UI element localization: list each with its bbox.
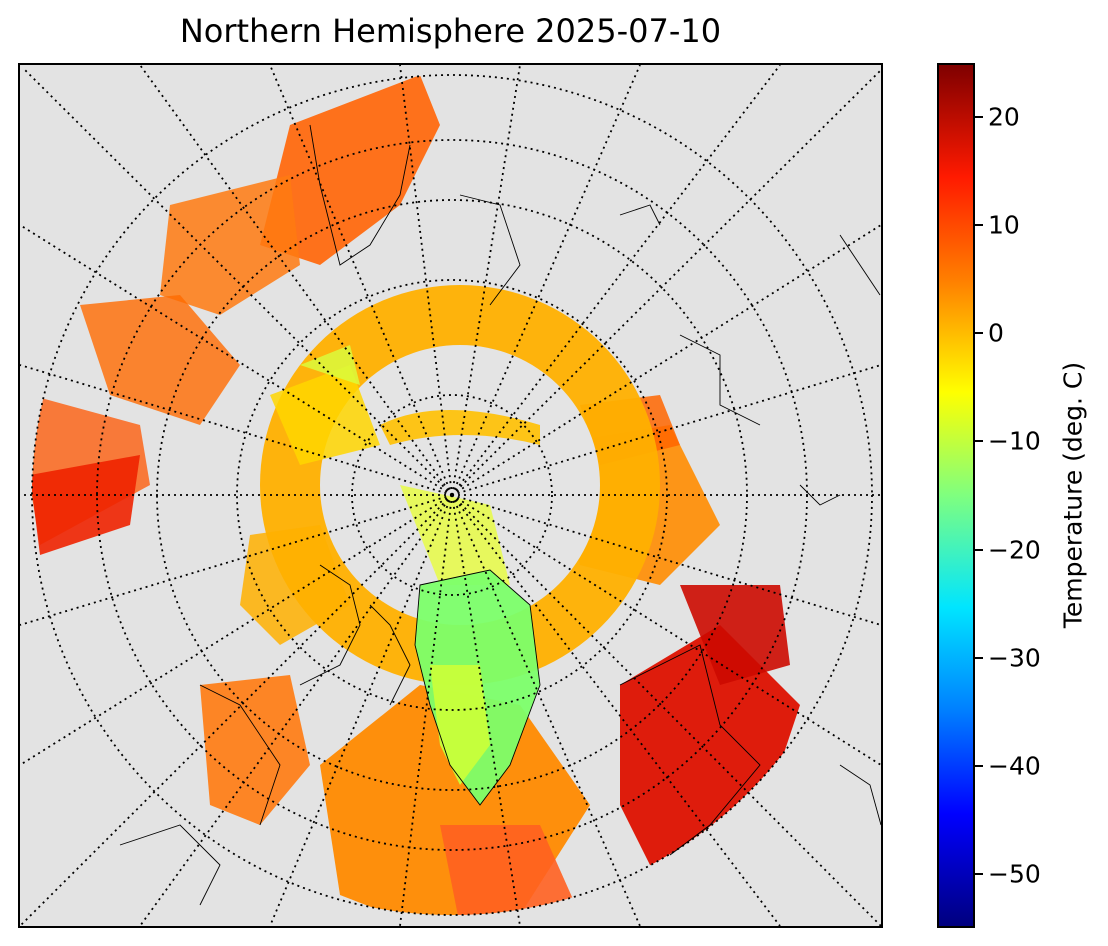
colorbar-tick-label: 20: [988, 102, 1020, 132]
polar-map: [18, 63, 883, 928]
graticule: [20, 65, 881, 926]
colorbar-tick-label: −50: [988, 859, 1041, 889]
colorbar-tick: [975, 332, 983, 335]
colorbar-tick: [975, 872, 983, 875]
colorbar-tick: [975, 440, 983, 443]
temperature-colorbar: [937, 63, 975, 928]
colorbar-tick: [975, 224, 983, 227]
coastlines: [119, 124, 881, 906]
map-canvas: [20, 65, 881, 926]
colorbar-tick: [975, 656, 983, 659]
colorbar-tick-label: 10: [988, 210, 1020, 240]
map-title: Northern Hemisphere 2025-07-10: [179, 12, 722, 50]
colorbar-tick-label: −30: [988, 643, 1041, 673]
colorbar-label: Temperature (deg. C): [1058, 361, 1088, 629]
colorbar-tick: [975, 116, 983, 119]
colorbar-tick-label: 0: [988, 318, 1004, 348]
colorbar-tick-label: −10: [988, 426, 1041, 456]
colorbar-tick: [975, 764, 983, 767]
colorbar-tick: [975, 548, 983, 551]
colorbar-tick-label: −20: [988, 535, 1041, 565]
colorbar-tick-label: −40: [988, 751, 1041, 781]
